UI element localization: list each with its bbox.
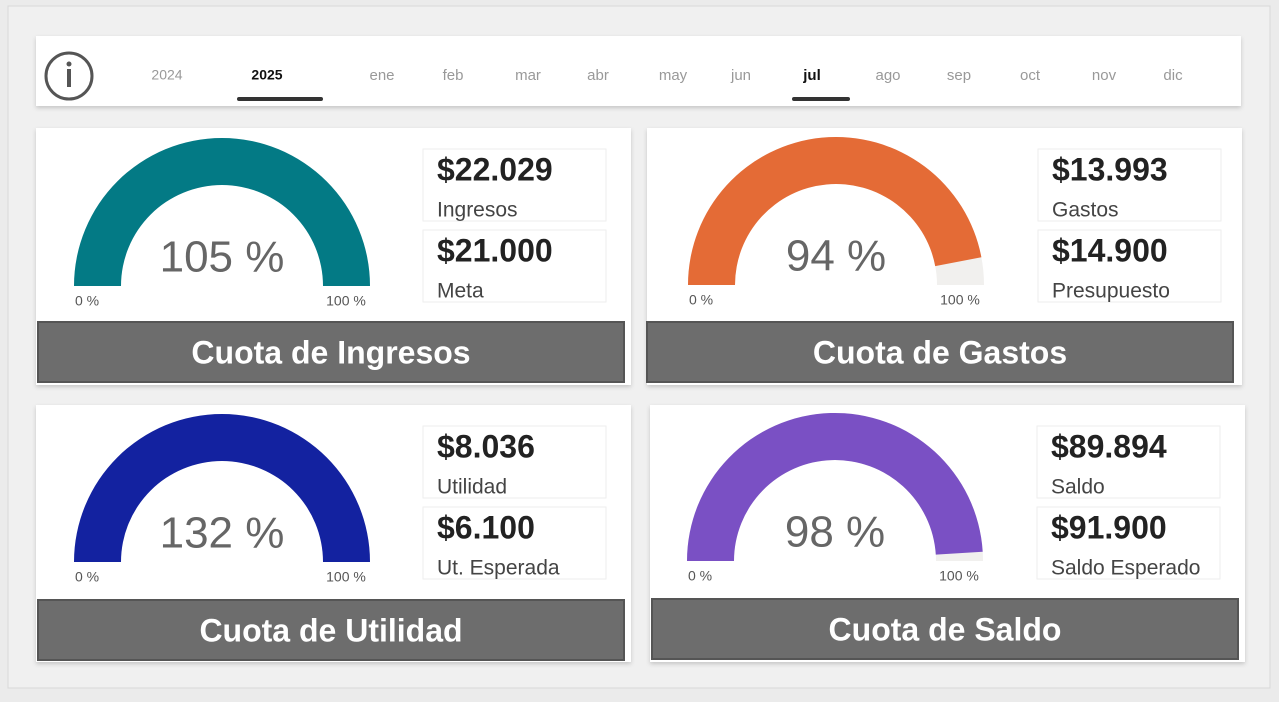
gauge-min: 0 % xyxy=(688,568,712,584)
gauge-value: 98 % xyxy=(785,508,885,557)
kpi-value: $8.036 xyxy=(437,428,535,464)
month-option[interactable]: ago xyxy=(875,67,900,84)
kpi-card xyxy=(1037,148,1222,222)
gauge-max: 100 % xyxy=(326,293,366,309)
gauge-arc xyxy=(74,414,370,562)
month-option[interactable]: nov xyxy=(1092,67,1117,84)
kpi-label: Presupuesto xyxy=(1052,280,1170,303)
panel-title: Cuota de Ingresos xyxy=(191,334,470,370)
month-option[interactable]: jul xyxy=(802,67,821,84)
kpi-label: Saldo xyxy=(1051,476,1105,499)
kpi-label: Meta xyxy=(437,280,484,303)
title-bar xyxy=(646,321,1234,383)
kpi-card xyxy=(422,229,607,303)
panel-title: Cuota de Saldo xyxy=(829,611,1062,647)
kpi-card xyxy=(1036,425,1221,499)
month-option[interactable]: jun xyxy=(730,67,751,84)
kpi-value: $21.000 xyxy=(437,232,553,268)
kpi-value: $13.993 xyxy=(1052,151,1168,187)
year-option[interactable]: 2024 xyxy=(151,67,182,83)
kpi-card xyxy=(1036,506,1221,580)
month-option[interactable]: sep xyxy=(947,67,971,84)
kpi-value: $6.100 xyxy=(437,509,535,545)
month-option[interactable]: oct xyxy=(1020,67,1041,84)
month-option[interactable]: feb xyxy=(443,67,464,84)
kpi-value: $14.900 xyxy=(1052,232,1168,268)
kpi-value: $89.894 xyxy=(1051,428,1167,464)
kpi-card xyxy=(422,148,607,222)
title-bar xyxy=(37,321,625,383)
month-option[interactable]: dic xyxy=(1163,67,1183,84)
kpi-label: Saldo Esperado xyxy=(1051,557,1200,580)
gauge-min: 0 % xyxy=(75,569,99,585)
year-underline xyxy=(237,97,323,101)
title-bar xyxy=(37,599,625,661)
gauge-min: 0 % xyxy=(75,293,99,309)
gauge-arc xyxy=(687,412,983,561)
kpi-value: $91.900 xyxy=(1051,509,1167,545)
month-option[interactable]: mar xyxy=(515,67,541,84)
gauge-value: 105 % xyxy=(160,233,285,282)
gauge-max: 100 % xyxy=(940,292,980,308)
gauge-value: 132 % xyxy=(160,509,285,558)
month-option[interactable]: may xyxy=(659,67,688,84)
year-option[interactable]: 2025 xyxy=(251,67,282,83)
month-underline xyxy=(792,97,850,101)
kpi-label: Gastos xyxy=(1052,199,1119,222)
kpi-label: Ut. Esperada xyxy=(437,557,560,580)
panel-title: Cuota de Utilidad xyxy=(199,612,462,648)
kpi-card xyxy=(1037,229,1222,303)
gauge-max: 100 % xyxy=(939,568,979,584)
kpi-label: Utilidad xyxy=(437,476,507,499)
gauge-value: 94 % xyxy=(786,232,886,281)
kpi-value: $22.029 xyxy=(437,151,553,187)
kpi-card xyxy=(422,425,607,499)
gauge-min: 0 % xyxy=(689,292,713,308)
gauge-arc xyxy=(688,136,982,285)
kpi-label: Ingresos xyxy=(437,199,518,222)
gauge-arc xyxy=(74,138,370,286)
month-option[interactable]: ene xyxy=(369,67,394,84)
panel-title: Cuota de Gastos xyxy=(813,334,1067,370)
month-option[interactable]: abr xyxy=(587,67,609,84)
info-icon[interactable] xyxy=(44,51,94,101)
title-bar xyxy=(651,598,1239,660)
kpi-card xyxy=(422,506,607,580)
gauge-max: 100 % xyxy=(326,569,366,585)
header-bar xyxy=(36,36,1241,106)
